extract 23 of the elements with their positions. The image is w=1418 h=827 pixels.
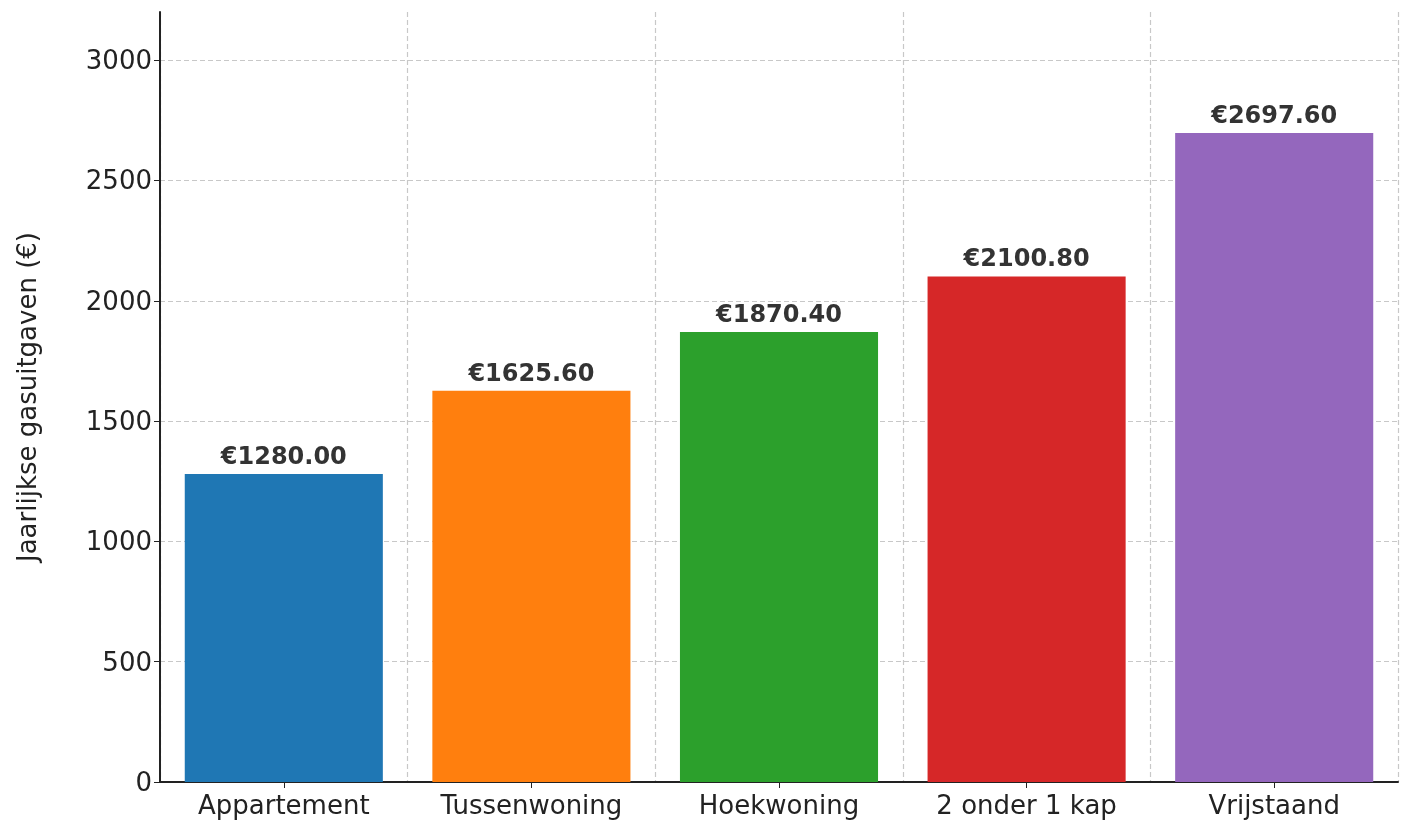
bar — [927, 276, 1126, 782]
data-label: €1870.40 — [714, 299, 843, 328]
x-tick-label: Tussenwoning — [439, 790, 623, 820]
y-tick-label: 500 — [102, 646, 152, 677]
bar — [1175, 132, 1374, 782]
y-tick-label: 0 — [135, 767, 152, 797]
data-label: €1625.60 — [467, 358, 595, 387]
y-tick-label: 3000 — [85, 45, 152, 76]
y-tick-label: 2000 — [85, 285, 152, 316]
x-tick-label: Vrijstaand — [1208, 790, 1340, 820]
bar — [184, 474, 383, 782]
x-tick-label: 2 onder 1 kap — [936, 790, 1117, 820]
bar — [432, 390, 631, 782]
x-tick-label: Appartement — [198, 790, 370, 820]
x-tick-label: Hoekwoning — [698, 790, 860, 820]
y-tick-label: 1000 — [85, 526, 152, 557]
data-label: €1280.00 — [219, 442, 347, 470]
data-label: €2100.80 — [962, 244, 1090, 273]
data-label: €2697.60 — [1210, 100, 1338, 129]
bar — [679, 331, 879, 782]
y-tick-label: 1500 — [85, 406, 152, 437]
y-axis-title: Jaarlijkse gasuitgaven (€) — [12, 231, 42, 565]
y-tick-label: 2500 — [85, 165, 152, 196]
